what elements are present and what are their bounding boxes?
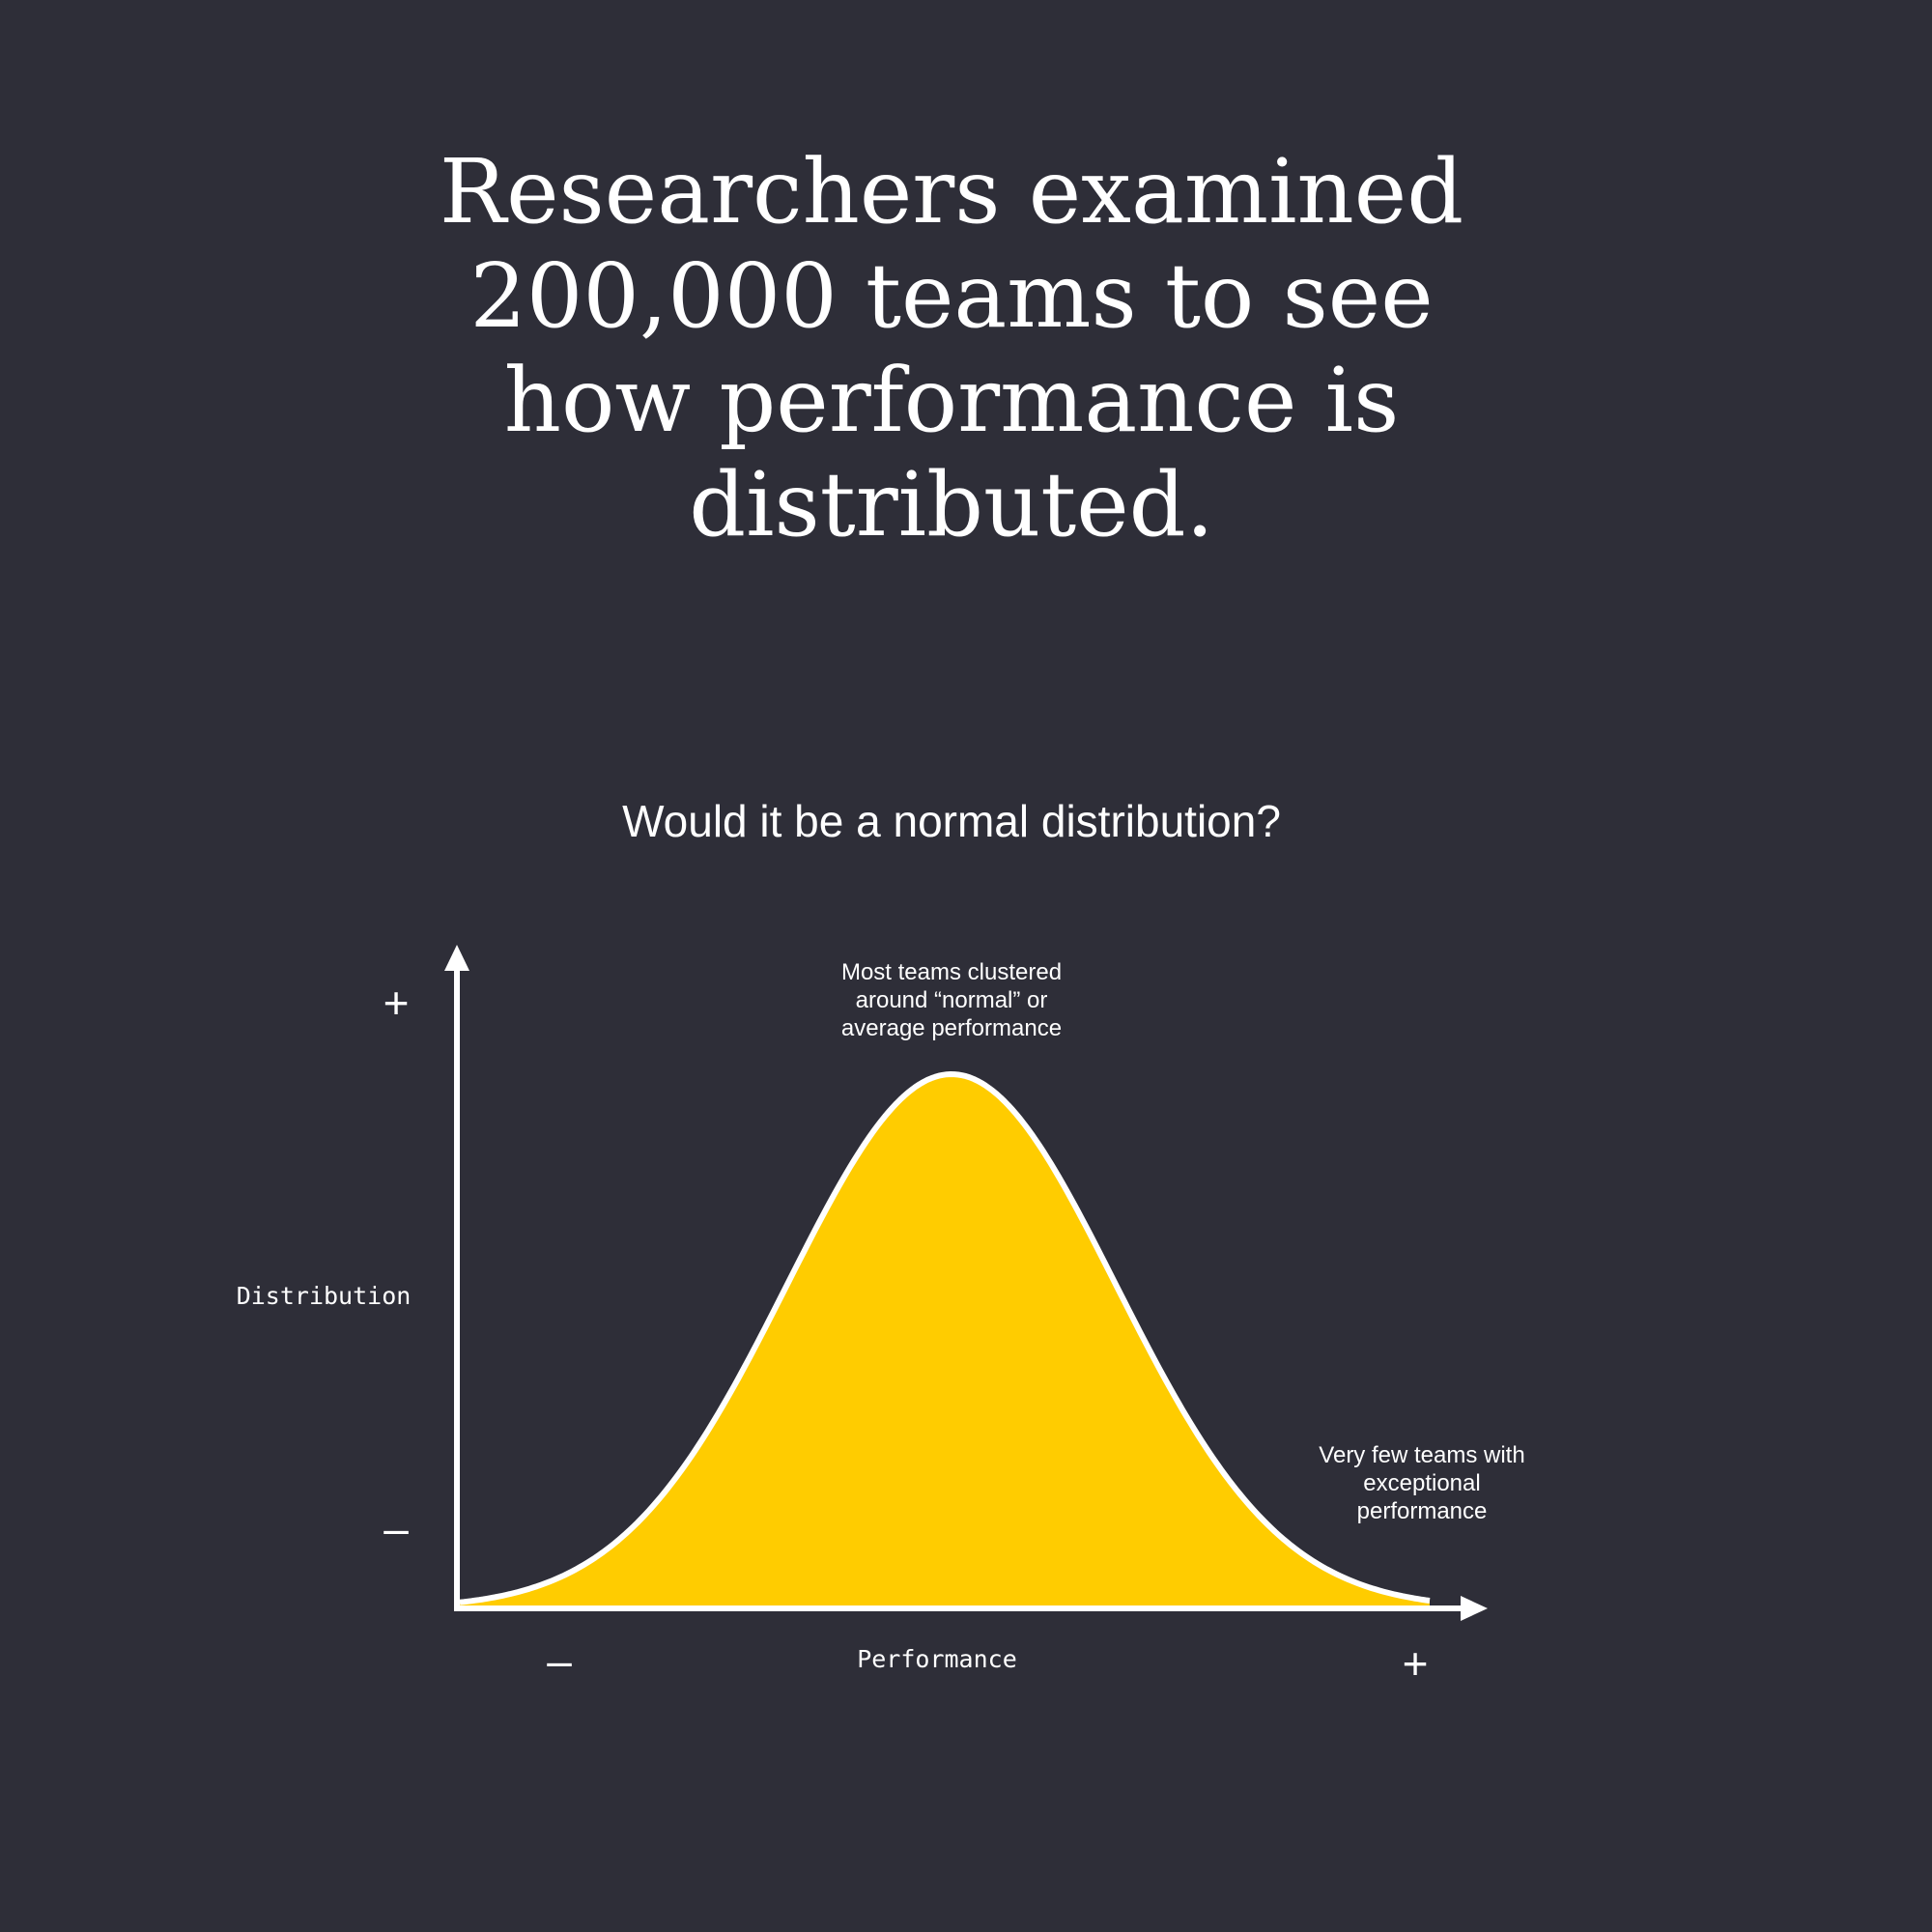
peak-annotation-line: Most teams clustered xyxy=(841,959,1062,985)
headline-line: how performance is xyxy=(503,349,1400,452)
curve-line xyxy=(459,1071,1431,1605)
x-max-label: + xyxy=(1403,1638,1429,1689)
peak-annotation-line: average performance xyxy=(841,1015,1062,1041)
x-axis-arrow xyxy=(1461,1596,1488,1621)
headline-line: distributed. xyxy=(689,453,1214,556)
peak-annotation: Most teams clustered around “normal” or … xyxy=(841,959,1062,1041)
tail-annotation-line: exceptional xyxy=(1363,1470,1480,1496)
curve-area xyxy=(460,1074,1430,1608)
headline-line: 200,000 teams to see xyxy=(469,244,1434,348)
x-axis-title: Performance xyxy=(857,1645,1017,1673)
subtitle: Would it be a normal distribution? xyxy=(622,796,1281,846)
peak-annotation-line: around “normal” or xyxy=(856,987,1048,1013)
tail-annotation: Very few teams with exceptional performa… xyxy=(1319,1442,1524,1524)
y-axis-arrow xyxy=(444,945,469,971)
y-max-label: + xyxy=(384,978,410,1028)
tail-annotation-line: Very few teams with xyxy=(1319,1442,1524,1468)
x-min-label: – xyxy=(547,1635,572,1686)
y-min-label: – xyxy=(384,1503,409,1553)
y-axis-title: Distribution xyxy=(237,1282,412,1310)
headline: Researchers examined 200,000 teams to se… xyxy=(0,140,1903,557)
tail-annotation-line: performance xyxy=(1357,1498,1488,1524)
headline-line: Researchers examined xyxy=(439,140,1464,243)
